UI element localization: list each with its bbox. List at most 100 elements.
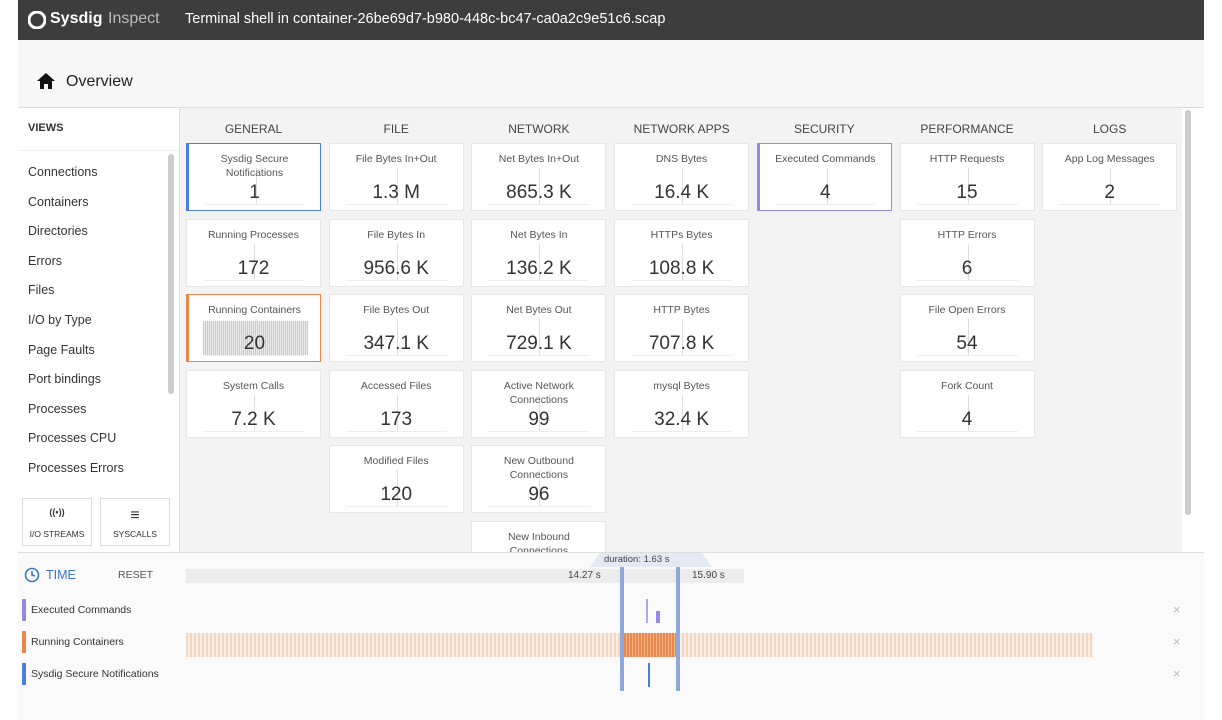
metric-tile[interactable]: Sysdig Secure Notifications 1 — [186, 143, 321, 211]
metric-tile[interactable]: Executed Commands 4 — [756, 143, 892, 211]
metric-value: 120 — [380, 484, 413, 505]
metric-tile[interactable]: File Open Errors 54 — [899, 294, 1035, 362]
sparkline-base — [345, 430, 447, 432]
container-activity-selected — [624, 633, 676, 657]
sparkline-axis — [539, 545, 541, 552]
view-button[interactable]: ((•)) I/O STREAMS — [22, 498, 92, 546]
view-item[interactable]: Containers — [28, 194, 89, 209]
metric-label: HTTPs Bytes — [650, 228, 713, 241]
metric-tile[interactable]: HTTP Bytes 707.8 K — [614, 294, 750, 362]
metric-label: Fork Count — [941, 379, 993, 392]
metric-tile[interactable]: DNS Bytes 16.4 K — [614, 143, 750, 211]
metric-tile[interactable]: HTTP Errors 6 — [899, 218, 1035, 287]
row-color — [22, 631, 26, 653]
row-remove[interactable]: × — [1173, 666, 1181, 681]
view-item[interactable]: Processes Errors — [28, 461, 124, 475]
metric-tile[interactable]: App Log Messages 2 — [1042, 143, 1178, 211]
metric-tile[interactable]: Running Containers 20 — [186, 294, 321, 362]
sparkline-axis — [967, 243, 969, 280]
metric-tile[interactable]: New Inbound Connections — [471, 520, 607, 553]
metric-label: Net Bytes In+Out — [498, 153, 580, 165]
view-button[interactable]: ≡ SYSCALLS — [100, 498, 170, 546]
sidebar-title: VIEWS — [28, 122, 64, 134]
metric-value: 32.4 K — [654, 408, 710, 430]
metric-value: 2 — [1104, 182, 1115, 203]
view-item[interactable]: Port bindings — [28, 372, 101, 387]
metric-tile[interactable]: System Calls 7.2 K — [186, 369, 321, 438]
view-item[interactable]: Page Faults — [28, 342, 95, 357]
sparkline-axis — [539, 243, 541, 280]
clock-icon — [24, 567, 40, 583]
sparkline-axis — [967, 168, 969, 204]
sparkline-base — [631, 355, 733, 356]
sparkline-axis — [539, 319, 541, 355]
metric-value: 136.2 K — [506, 257, 572, 279]
view-item[interactable]: I/O by Type — [28, 313, 92, 327]
metric-tile[interactable]: Accessed Files 173 — [328, 369, 464, 438]
brand: Sysdig — [50, 10, 103, 27]
metric-tile[interactable]: Net Bytes Out 729.1 K — [471, 294, 607, 362]
metric-tile[interactable]: File Bytes In 956.6 K — [328, 218, 464, 287]
sparkline-base — [916, 204, 1018, 205]
metric-tile[interactable]: New Outbound Connections 96 — [471, 445, 607, 513]
duration: duration: 1.63 s — [604, 554, 670, 565]
row-remove[interactable]: × — [1173, 634, 1181, 649]
metric-tile[interactable]: File Bytes Out 347.1 K — [328, 294, 464, 362]
metric-value: 6 — [961, 257, 973, 279]
metric-value: 54 — [956, 333, 978, 354]
scrollbar[interactable] — [168, 154, 174, 394]
metric-tile[interactable]: HTTPs Bytes 108.8 K — [614, 218, 750, 287]
sparkline-axis — [396, 394, 398, 431]
sparkline-axis — [396, 243, 398, 280]
sparkline-base — [345, 506, 447, 507]
sparkline-axis — [396, 470, 398, 506]
timeline-title[interactable]: TIME — [46, 568, 76, 582]
home-icon[interactable] — [36, 72, 56, 90]
row-color — [22, 599, 26, 621]
view-item[interactable]: Files — [28, 283, 55, 298]
button-icon: ((•)) — [49, 507, 65, 517]
metric-tile[interactable]: HTTP Requests 15 — [899, 143, 1035, 211]
metric-label: HTTP Bytes — [653, 304, 710, 316]
view-item[interactable]: Errors — [28, 253, 63, 268]
start-time: 14.27 s — [568, 570, 601, 581]
view-item[interactable]: Processes CPU — [28, 431, 117, 446]
sparkline-base — [345, 279, 447, 281]
metric-label: New Inbound Connections — [507, 530, 570, 553]
command-spike — [646, 599, 648, 623]
metric-tile[interactable]: Net Bytes In+Out 865.3 K — [471, 143, 607, 211]
metric-tile[interactable]: Running Processes 172 — [186, 218, 321, 287]
selection-start[interactable] — [620, 567, 624, 691]
sparkline-axis — [254, 394, 255, 431]
metric-tile[interactable]: Modified Files 120 — [328, 445, 464, 513]
metric-tile[interactable]: Fork Count 4 — [899, 369, 1035, 438]
selection-end[interactable] — [676, 567, 680, 691]
metric-label: File Bytes Out — [363, 304, 430, 316]
metric-tile[interactable]: File Bytes In+Out 1.3 M — [328, 143, 464, 211]
view-item[interactable]: Directories — [28, 224, 88, 239]
view-item[interactable]: Processes — [28, 401, 87, 416]
reset-button[interactable]: RESET — [118, 569, 154, 581]
brand-suffix: Inspect — [108, 10, 160, 27]
sparkline-axis — [826, 168, 828, 204]
column-title: LOGS — [1093, 122, 1127, 136]
metric-tile[interactable]: mysql Bytes 32.4 K — [614, 369, 750, 438]
metric-tile[interactable]: Active Network Connections 99 — [471, 369, 607, 438]
sparkline-base — [345, 204, 447, 205]
sparkline-base — [488, 430, 590, 432]
sparkline-axis — [682, 168, 684, 204]
sparkline-base — [205, 204, 304, 205]
timeline-rows: Executed Commands × Running Containers × Sys… — [18, 553, 1204, 720]
metric-value: 16.4 K — [654, 182, 710, 203]
row-remove[interactable]: × — [1173, 602, 1181, 617]
metric-label: Active Network Connections — [503, 379, 574, 406]
view-item[interactable]: Connections — [28, 165, 98, 179]
metric-label: mysql Bytes — [653, 379, 710, 392]
ruler — [186, 569, 744, 583]
breadcrumb[interactable]: Overview — [66, 73, 133, 90]
scrollbar[interactable] — [1185, 110, 1191, 515]
sparkline-axis — [256, 168, 257, 204]
metric-label: System Calls — [222, 379, 285, 392]
metric-tile[interactable]: Net Bytes In 136.2 K — [471, 218, 607, 287]
